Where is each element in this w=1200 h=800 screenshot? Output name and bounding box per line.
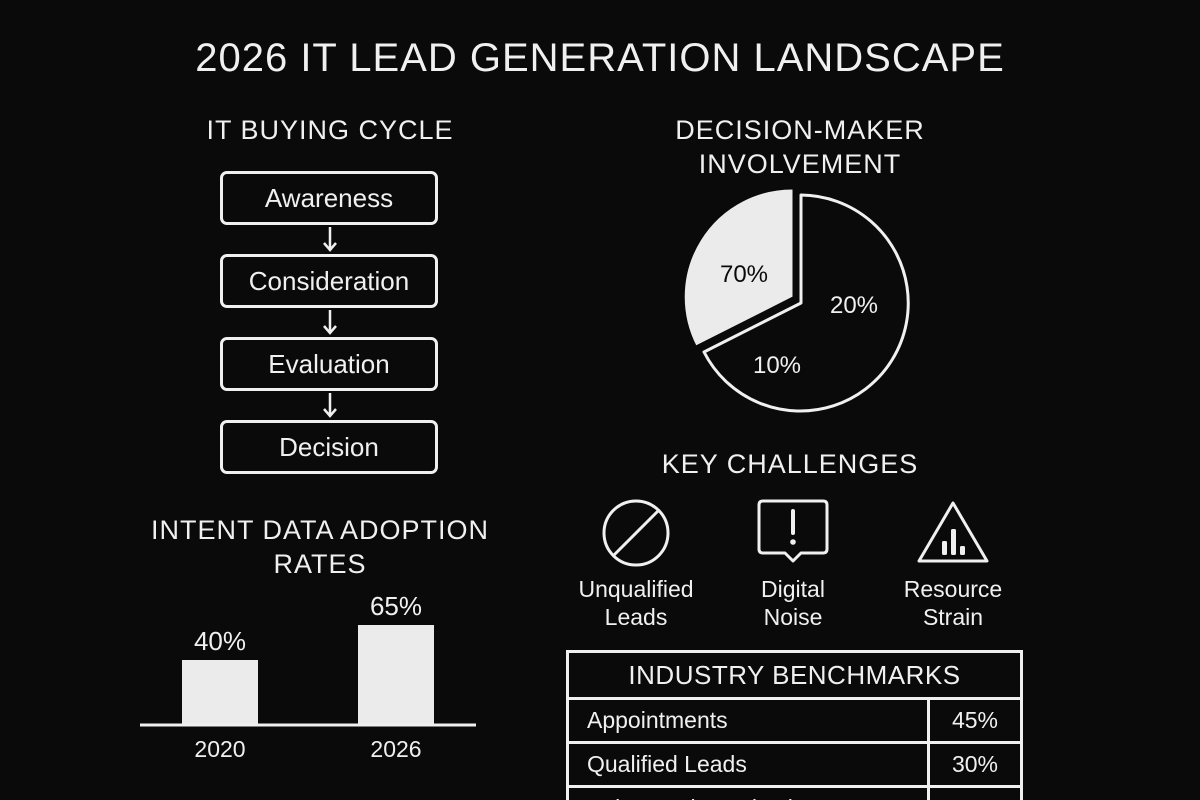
challenge-resource-strain: Resource Strain [868,497,1038,631]
challenge-label-line2: Leads [604,604,668,630]
down-arrow-icon [323,393,337,418]
bar-value-2026: 65% [370,591,422,621]
benchmark-value: 20% [930,788,1020,800]
stage-label: Consideration [248,265,410,296]
challenge-digital-noise: Digital Noise [708,497,878,631]
stage-decision: Decision [220,420,438,474]
table-row: Sales Cycle Reduction 20% [569,788,1020,800]
challenge-label-line2: Noise [763,604,823,630]
challenge-label: Digital Noise [708,575,878,631]
bar-2026 [358,625,434,725]
pie-label-20: 20% [830,292,878,319]
benchmark-metric: Qualified Leads [569,744,930,785]
benchmark-metric: Appointments [569,700,930,741]
bar-chart-title: INTENT DATA ADOPTION RATES [100,513,540,581]
pie-title-line2: INVOLVEMENT [698,149,902,179]
bar-title-line1: INTENT DATA ADOPTION [150,515,490,545]
benchmarks-table: INDUSTRY BENCHMARKS Appointments 45% Qua… [566,650,1023,800]
pie-label-10: 10% [753,352,801,379]
benchmarks-title: INDUSTRY BENCHMARKS [569,653,1020,700]
stage-label: Evaluation [268,348,390,379]
stage-consideration: Consideration [220,254,438,308]
stage-awareness: Awareness [220,171,438,225]
pie-label-70: 70% [720,261,768,288]
alert-speech-bubble-icon [757,499,829,563]
benchmark-value: 45% [951,707,999,733]
bar-2020 [182,660,258,725]
benchmark-metric: Sales Cycle Reduction [569,788,930,800]
challenge-label: Unqualified Leads [551,575,721,631]
warning-triangle-bars-icon [917,501,989,563]
page-title: 2026 IT LEAD GENERATION LANDSCAPE [195,36,1005,80]
challenge-label-line2: Strain [922,604,984,630]
prohibited-icon [602,499,670,567]
stage-label: Awareness [264,182,394,213]
pie-title-line1: DECISION-MAKER [675,115,925,145]
table-row: Qualified Leads 30% [569,744,1020,788]
bar-value-2020: 40% [194,626,246,656]
bar-chart: 40% 65% 2020 2026 [140,591,476,762]
x-tick-2020: 2020 [194,736,245,762]
stage-label: Decision [279,431,379,462]
down-arrow-icon [323,227,337,252]
challenge-label-line1: Digital [761,576,825,602]
bar-title-line2: RATES [273,549,367,579]
pie-chart-title: DECISION-MAKER INVOLVEMENT [620,113,980,181]
pie-slice-dark [702,193,910,413]
pie-chart: 70% 20% 10% [683,188,910,413]
challenge-label-line1: Resource [903,576,1003,602]
pie-slice-light [683,188,794,347]
challenges-title: KEY CHALLENGES [661,449,919,479]
table-row: Appointments 45% [569,700,1020,744]
x-tick-2026: 2026 [370,736,421,762]
challenge-label-line1: Unqualified [578,576,694,602]
buying-cycle-title: IT BUYING CYCLE [206,115,454,145]
challenge-label: Resource Strain [868,575,1038,631]
benchmark-value: 30% [951,751,999,777]
stage-evaluation: Evaluation [220,337,438,391]
down-arrow-icon [323,310,337,335]
challenge-unqualified-leads: Unqualified Leads [551,497,721,631]
